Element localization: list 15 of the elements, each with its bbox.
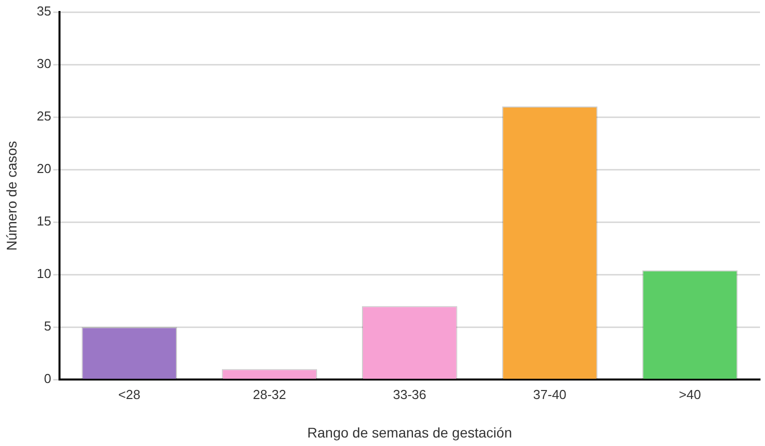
y-tick-label: 10: [36, 266, 52, 282]
x-axis-title: Rango de semanas de gestación: [307, 424, 512, 440]
y-tick-label: 30: [36, 56, 52, 72]
y-tick-label: 15: [36, 214, 52, 229]
x-tick-label: 37-40: [533, 386, 566, 402]
x-tick-label: 33-36: [393, 386, 426, 402]
x-tick-label: 28-32: [252, 386, 286, 402]
y-tick-label: 20: [36, 161, 52, 176]
y-tick-label: 0: [44, 371, 52, 386]
y-tick-label: 25: [36, 108, 52, 124]
x-tick-label: >40: [678, 386, 701, 402]
y-axis-title: Número de casos: [3, 140, 20, 251]
y-tick-label: 35: [36, 4, 52, 19]
y-tick-label: 5: [44, 318, 52, 334]
x-tick-label: <28: [118, 386, 140, 402]
